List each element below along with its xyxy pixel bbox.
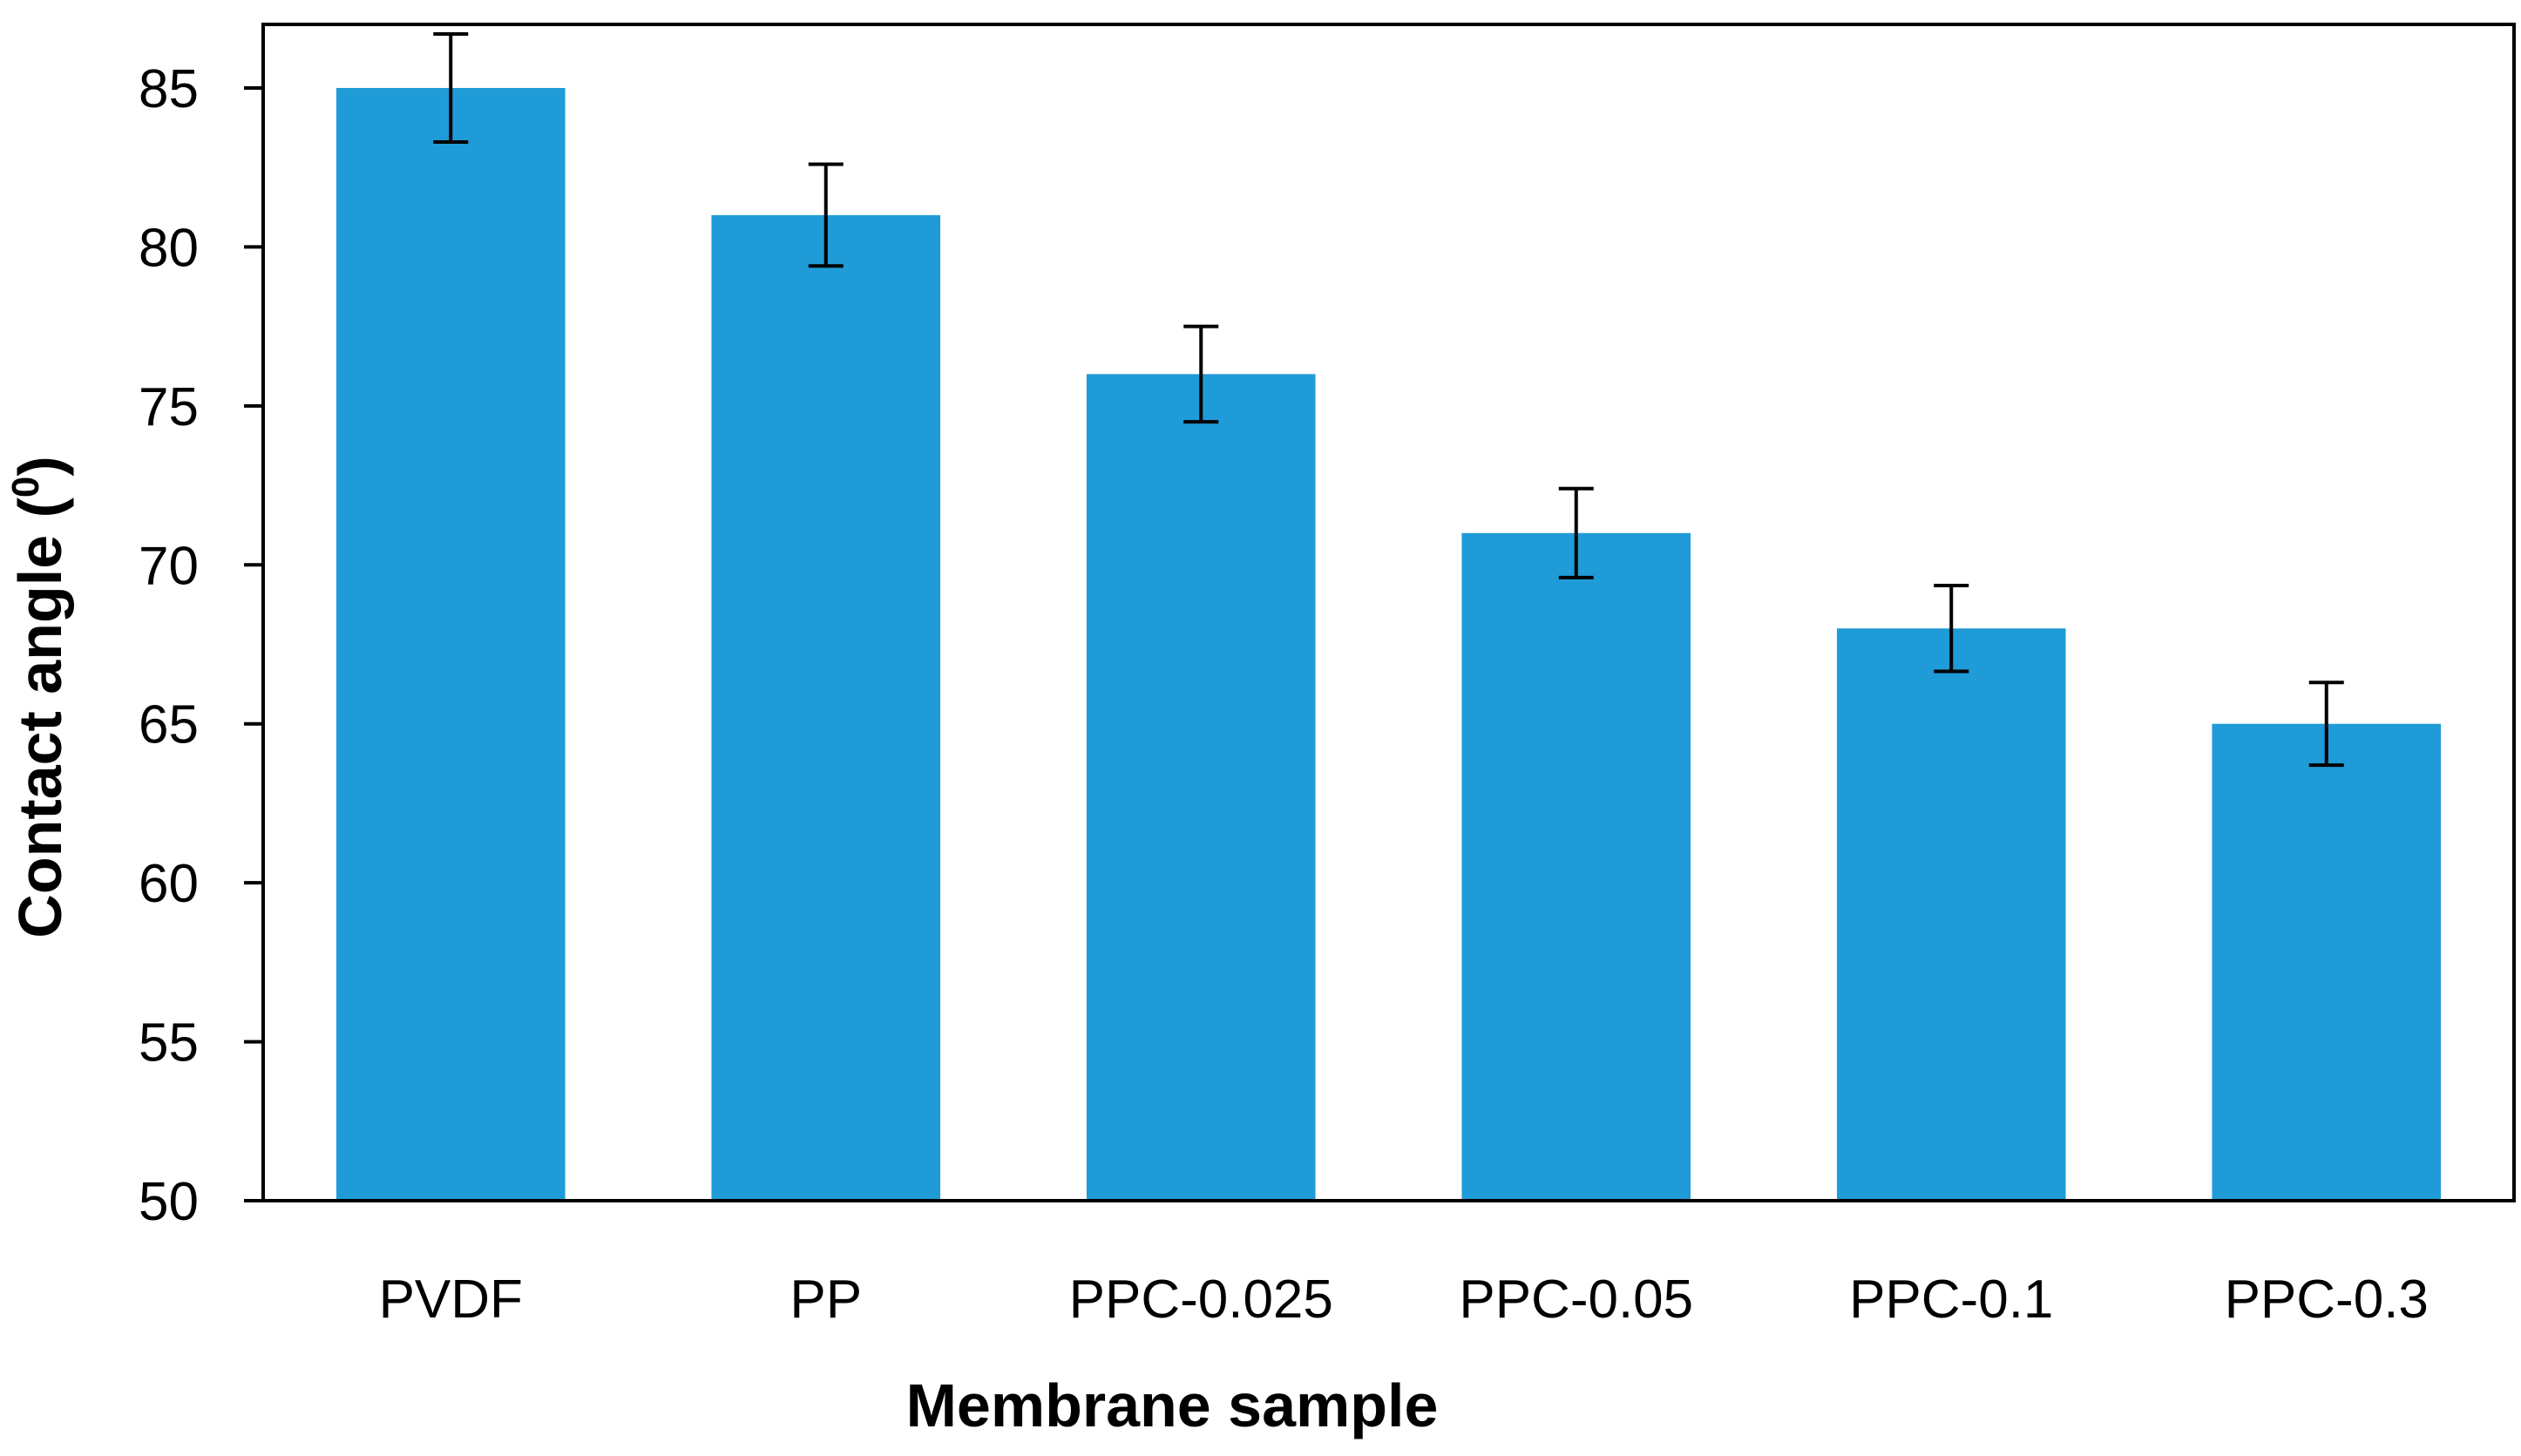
bar-ppc-0-1 xyxy=(1836,628,2066,1201)
y-tick-label: 80 xyxy=(139,218,199,278)
bars-layer xyxy=(335,87,2442,1202)
y-axis-title-close: ) xyxy=(6,456,74,476)
bar-ppc-0-025 xyxy=(1086,374,1316,1202)
bar-ppc-0-3 xyxy=(2212,723,2442,1201)
bar-pp xyxy=(711,214,941,1201)
y-tick-label: 60 xyxy=(139,854,199,914)
error-bar-ppc-0-025 xyxy=(1183,324,1219,424)
y-tick-label: 70 xyxy=(139,536,199,596)
x-tick-label: PPC-0.05 xyxy=(1459,1270,1693,1330)
x-axis-tick-labels: PVDF PP PPC-0.025 PPC-0.05 PPC-0.1 PPC-0.3 xyxy=(379,1270,2429,1330)
error-bars-layer xyxy=(433,31,2344,768)
error-bar-ppc-0-1 xyxy=(1934,583,1969,674)
y-tick-label: 75 xyxy=(139,377,199,437)
y-tick-label: 50 xyxy=(139,1172,199,1232)
error-bar-ppc-0-3 xyxy=(2308,681,2344,768)
x-tick-label: PPC-0.1 xyxy=(1849,1270,2053,1330)
x-tick-label: PP xyxy=(790,1270,862,1330)
error-bar-pp xyxy=(808,162,844,268)
y-tick-label: 55 xyxy=(139,1013,199,1073)
x-tick-label: PPC-0.025 xyxy=(1069,1270,1333,1330)
y-tick-label: 85 xyxy=(139,59,199,119)
x-tick-label: PPC-0.3 xyxy=(2225,1270,2429,1330)
y-tick-label: 65 xyxy=(139,695,199,755)
x-tick-label: PVDF xyxy=(379,1270,523,1330)
plot-area-frame xyxy=(261,23,2516,1202)
y-axis-ticks: 50 55 60 65 70 75 80 85 xyxy=(139,59,263,1232)
y-axis-title-text: Contact angle ( xyxy=(6,497,74,938)
y-axis-title: Contact angle (0) xyxy=(4,456,74,938)
error-bar-pvdf xyxy=(433,31,469,144)
bar-ppc-0-05 xyxy=(1461,532,1691,1201)
bar-pvdf xyxy=(335,87,566,1201)
y-axis-title-superscript: 0 xyxy=(4,477,47,498)
error-bar-ppc-0-05 xyxy=(1558,486,1594,579)
x-axis-title: Membrane sample xyxy=(906,1371,1439,1439)
